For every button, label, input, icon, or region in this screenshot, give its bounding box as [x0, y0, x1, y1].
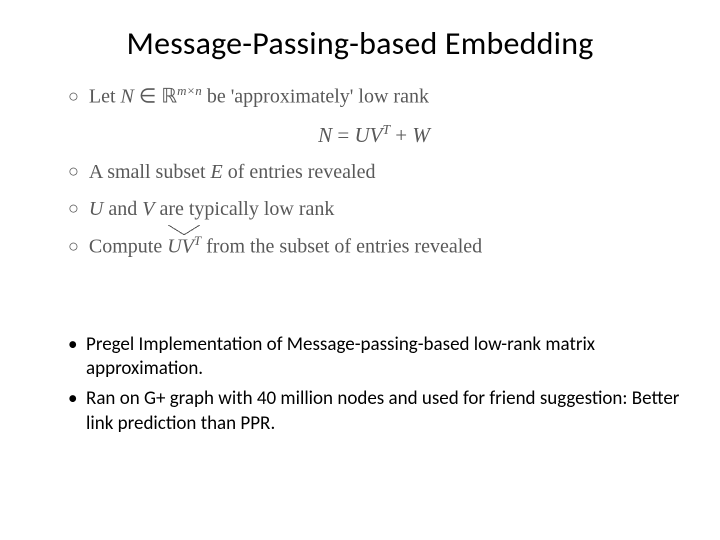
text-compute: Compute: [89, 236, 167, 258]
hat-UVT: UVT: [167, 231, 201, 263]
exp-mxn: m×n: [177, 83, 202, 98]
math-line-4: ○ Compute UVT from the subset of entries…: [68, 231, 680, 263]
math-line-1: ○ Let N ∈ ℝm×n be 'approximately' low ra…: [68, 81, 680, 113]
var-N: N: [121, 86, 134, 108]
math-text: A small subset E of entries revealed: [89, 157, 376, 188]
var-U: U: [354, 123, 369, 147]
text-and: and: [103, 198, 142, 220]
math-text: Compute UVT from the subset of entries r…: [89, 231, 482, 263]
var-V3: V: [182, 236, 194, 258]
var-N2: N: [318, 123, 332, 147]
ring-bullet-icon: ○: [68, 199, 79, 217]
text-approx-low-rank: be 'approximately' low rank: [202, 86, 429, 108]
text-typically-low-rank: are typically low rank: [154, 198, 334, 220]
text-let: Let: [89, 86, 121, 108]
body-bullets: Pregel Implementation of Message-passing…: [40, 333, 680, 436]
slide: Message-Passing-based Embedding ○ Let N …: [0, 0, 720, 540]
sym-eq: =: [332, 123, 354, 147]
bullet-2: Ran on G+ graph with 40 million nodes an…: [68, 387, 680, 436]
var-U2: U: [89, 198, 103, 220]
var-W: W: [412, 123, 430, 147]
math-text: Let N ∈ ℝm×n be 'approximately' low rank: [89, 81, 429, 113]
text-from-subset: from the subset of entries revealed: [201, 236, 482, 258]
math-block: ○ Let N ∈ ℝm×n be 'approximately' low ra…: [40, 81, 680, 263]
var-U3: U: [167, 236, 181, 258]
math-line-2: ○ A small subset E of entries revealed: [68, 157, 680, 188]
bullet-1: Pregel Implementation of Message-passing…: [68, 333, 680, 382]
sym-R: ℝ: [161, 86, 177, 108]
ring-bullet-icon: ○: [68, 162, 79, 180]
math-line-3: ○ U and V are typically low rank: [68, 194, 680, 225]
math-equation: N = UVT + W: [68, 119, 680, 152]
ring-bullet-icon: ○: [68, 237, 79, 255]
var-V2: V: [142, 198, 154, 220]
text-small-subset: A small subset: [89, 161, 211, 183]
var-E: E: [211, 161, 223, 183]
ring-bullet-icon: ○: [68, 87, 79, 105]
var-V: V: [370, 123, 383, 147]
math-text: U and V are typically low rank: [89, 194, 335, 225]
sym-plus: +: [390, 123, 412, 147]
exp-T2: T: [194, 233, 201, 248]
exp-T: T: [382, 122, 390, 137]
slide-title: Message-Passing-based Embedding: [40, 24, 680, 63]
text-entries-revealed: of entries revealed: [223, 161, 376, 183]
sym-in: ∈: [134, 86, 161, 108]
